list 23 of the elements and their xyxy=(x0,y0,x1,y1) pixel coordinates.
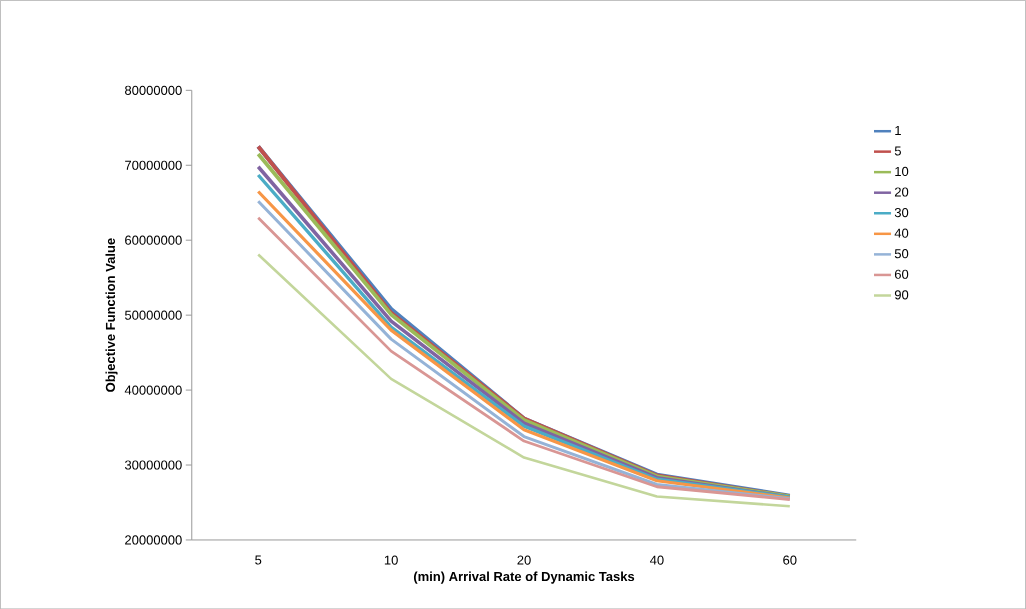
legend-label: 1 xyxy=(895,125,901,135)
x-axis-title: (min) Arrival Rate of Dynamic Tasks xyxy=(413,571,635,584)
legend-label: 50 xyxy=(894,248,909,259)
legend-label: 10 xyxy=(895,166,909,176)
y-tick-label: 80000000 xyxy=(125,85,182,95)
x-tick-label: 40 xyxy=(649,555,664,565)
x-tick-label: 20 xyxy=(517,555,531,565)
y-tick-label: 70000000 xyxy=(125,160,182,170)
y-tick-label: 30000000 xyxy=(124,460,182,470)
x-tick-label: 60 xyxy=(783,555,797,565)
y-axis-title: Objective Function Value xyxy=(105,238,118,392)
legend-label: 90 xyxy=(894,290,909,300)
y-tick-label: 40000000 xyxy=(124,385,182,395)
legend-label: 60 xyxy=(894,269,909,279)
x-tick-label: 5 xyxy=(255,555,262,565)
legend-label: 20 xyxy=(894,187,909,197)
legend-label: 40 xyxy=(894,228,909,238)
x-tick-label: 10 xyxy=(384,555,398,565)
y-tick-label: 50000000 xyxy=(124,310,182,320)
y-tick-label: 20000000 xyxy=(125,535,182,545)
y-tick-label: 60000000 xyxy=(125,235,182,245)
legend-label: 5 xyxy=(894,146,901,156)
legend-label: 30 xyxy=(894,207,909,218)
